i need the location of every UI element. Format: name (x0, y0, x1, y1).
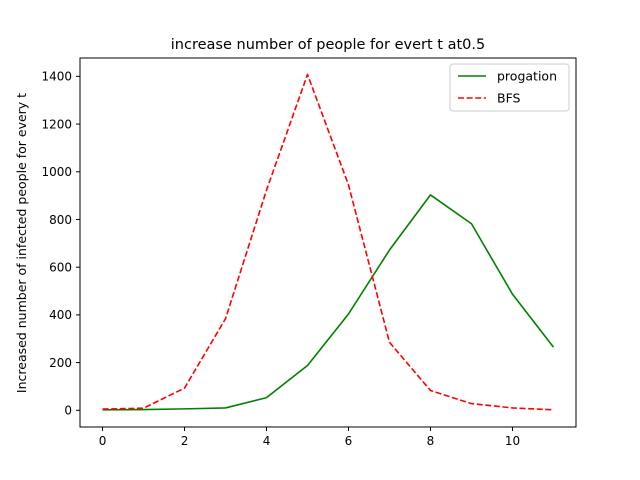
y-axis-label: Increased number of infected people for … (14, 93, 29, 393)
y-tick-label: 400 (49, 308, 72, 322)
x-tick-label: 2 (181, 434, 189, 448)
series-line-BFS (102, 73, 554, 411)
x-tick-label: 4 (263, 434, 271, 448)
y-tick-label: 800 (49, 213, 72, 227)
y-tick-label: 1200 (41, 117, 72, 131)
plot-area: 0 2 4 6 8 10 0 200 400 600 800 1000 1200 1400 progatio… (41, 57, 577, 448)
x-tick-label: 8 (427, 434, 435, 448)
chart-title: increase number of people for evert t at… (171, 37, 485, 53)
y-tick-label: 1000 (41, 165, 72, 179)
x-tick-label: 0 (99, 434, 107, 448)
legend: progation BFS (449, 63, 570, 112)
y-tick-label: 1400 (41, 70, 72, 84)
y-tick-label: 0 (64, 404, 72, 418)
legend-label-progation: progation (497, 69, 557, 84)
x-tick-label: 10 (505, 434, 520, 448)
y-tick-label: 200 (49, 356, 72, 370)
x-tick-label: 6 (345, 434, 353, 448)
legend-label-BFS: BFS (497, 91, 521, 106)
axes-frame (79, 57, 577, 428)
y-tick-label: 600 (49, 260, 72, 274)
series-line-progation (102, 194, 555, 411)
